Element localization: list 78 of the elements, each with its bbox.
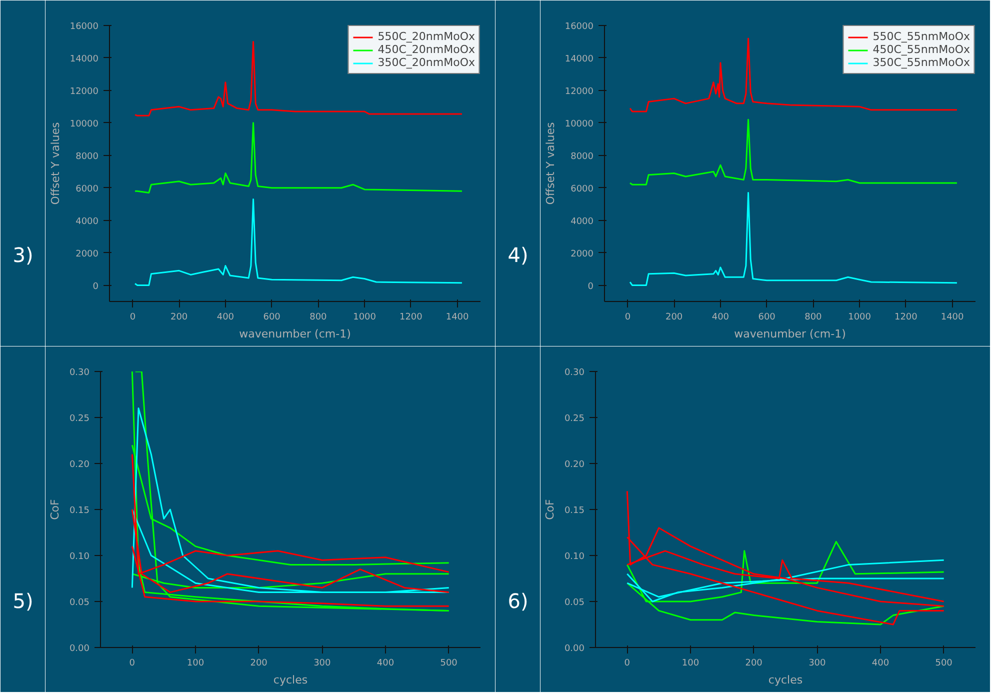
y-tick-label: 16000 — [564, 22, 594, 32]
y-tick-label: 0.05 — [69, 598, 90, 608]
x-tick-label: 200 — [665, 312, 683, 322]
y-tick-label: 0.25 — [69, 414, 90, 424]
text: 4) — [508, 243, 528, 268]
y-tick-label: 16000 — [70, 22, 99, 32]
y-tick-label: 10000 — [564, 119, 594, 130]
y-tick-label: 2000 — [76, 249, 99, 260]
text: 5) — [12, 589, 34, 614]
x-tick-label: 600 — [758, 312, 776, 322]
y-tick-label: 0.30 — [564, 368, 585, 378]
legend-label: 550C_20nmMoOx — [378, 30, 475, 43]
y-tick-label: 0 — [588, 282, 594, 292]
y-tick-label: 0.10 — [564, 552, 585, 562]
x-tick-label: 800 — [310, 312, 328, 322]
x-axis-title: cycles — [273, 674, 308, 686]
y-tick-label: 12000 — [70, 86, 99, 97]
x-tick-label: 400 — [216, 312, 234, 322]
x-tick-label: 400 — [872, 658, 890, 668]
legend-label: 550C_55nmMoOx — [872, 30, 970, 43]
y-tick-label: 14000 — [564, 54, 594, 64]
text: 6) — [508, 589, 528, 614]
y-axis-title: CoF — [48, 499, 62, 520]
x-axis-title: wavenumber (cm-1) — [734, 328, 846, 340]
x-tick-label: 100 — [682, 658, 700, 668]
x-tick-label: 1000 — [353, 312, 376, 322]
x-tick-label: 1400 — [940, 312, 964, 322]
y-tick-label: 0.05 — [564, 598, 585, 608]
legend-label: 350C_55nmMoOx — [872, 56, 970, 69]
x-tick-label: 500 — [935, 658, 953, 668]
x-tick-label: 200 — [170, 312, 188, 322]
y-tick-label: 10000 — [70, 119, 99, 130]
y-tick-label: 8000 — [570, 152, 594, 162]
y-tick-label: 6000 — [76, 184, 99, 194]
y-tick-label: 8000 — [76, 152, 99, 162]
x-tick-label: 0 — [624, 658, 630, 668]
legend-label: 450C_55nmMoOx — [872, 43, 970, 56]
x-tick-label: 200 — [250, 658, 268, 668]
y-tick-label: 14000 — [70, 54, 99, 64]
x-tick-label: 0 — [624, 312, 631, 322]
x-tick-label: 800 — [804, 312, 822, 322]
y-tick-label: 0.25 — [564, 414, 585, 424]
x-tick-label: 500 — [440, 658, 458, 668]
text: 3) — [12, 243, 34, 268]
y-tick-label: 0.20 — [564, 460, 585, 470]
y-tick-label: 6000 — [570, 184, 594, 194]
y-tick-label: 0.15 — [564, 506, 585, 516]
x-tick-label: 0 — [130, 312, 136, 322]
y-tick-label: 2000 — [570, 249, 594, 260]
x-tick-label: 1200 — [399, 312, 423, 322]
y-tick-label: 0.20 — [69, 460, 90, 470]
x-tick-label: 1200 — [894, 312, 918, 322]
x-tick-label: 100 — [186, 658, 204, 668]
y-tick-label: 0 — [92, 282, 99, 292]
x-tick-label: 400 — [376, 658, 394, 668]
x-tick-label: 1000 — [848, 312, 872, 322]
y-tick-label: 0.30 — [69, 368, 90, 378]
y-axis-title: Offset Y values — [544, 122, 557, 205]
y-tick-label: 0.10 — [69, 552, 90, 562]
x-axis-title: wavenumber (cm-1) — [239, 328, 351, 340]
y-axis-title: Offset Y values — [48, 122, 62, 205]
x-tick-label: 300 — [314, 658, 332, 668]
y-tick-label: 0.00 — [564, 644, 585, 654]
legend-label: 450C_20nmMoOx — [378, 43, 475, 56]
y-tick-label: 4000 — [570, 216, 594, 227]
y-axis-title: CoF — [543, 499, 556, 520]
y-tick-label: 12000 — [564, 86, 594, 97]
x-tick-label: 0 — [129, 658, 136, 668]
x-tick-label: 300 — [808, 658, 826, 668]
x-tick-label: 200 — [745, 658, 763, 668]
legend-label: 350C_20nmMoOx — [378, 56, 475, 69]
x-tick-label: 1400 — [446, 312, 470, 322]
x-axis-title: cycles — [768, 674, 803, 686]
y-tick-label: 0.15 — [69, 506, 90, 516]
x-tick-label: 400 — [712, 312, 730, 322]
x-tick-label: 600 — [263, 312, 281, 322]
y-tick-label: 0.00 — [69, 644, 90, 654]
y-tick-label: 4000 — [76, 216, 99, 227]
